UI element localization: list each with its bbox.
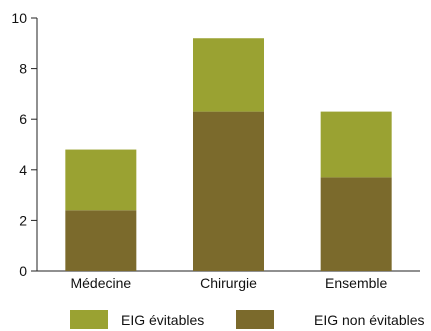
legend-swatch-evitables: [70, 310, 108, 329]
y-tick-label: 10: [11, 10, 27, 26]
y-tick-label: 0: [19, 263, 27, 279]
x-tick-label: Chirurgie: [200, 275, 257, 291]
y-tick-label: 4: [19, 162, 27, 178]
bar-eig-vitables: [320, 111, 392, 178]
bar-eig-non-vitables: [65, 210, 137, 271]
x-tick-label: Médecine: [70, 275, 131, 291]
y-tick-label: 2: [19, 212, 27, 228]
legend-swatch-non-evitables: [236, 310, 274, 329]
legend-label-non-evitables: EIG non évitables: [314, 312, 425, 328]
y-tick-label: 6: [19, 111, 27, 127]
bars: [65, 38, 392, 271]
bar-eig-non-vitables: [193, 111, 264, 271]
x-tick-label: Ensemble: [325, 275, 387, 291]
y-tick-label: 8: [19, 61, 27, 77]
bar-eig-vitables: [65, 149, 137, 211]
legend: EIG évitables EIG non évitables: [70, 310, 425, 329]
bar-eig-vitables: [193, 38, 264, 112]
legend-label-evitables: EIG évitables: [121, 312, 204, 328]
bar-eig-non-vitables: [320, 177, 392, 271]
x-axis-labels: Médecine Chirurgie Ensemble: [70, 275, 387, 291]
